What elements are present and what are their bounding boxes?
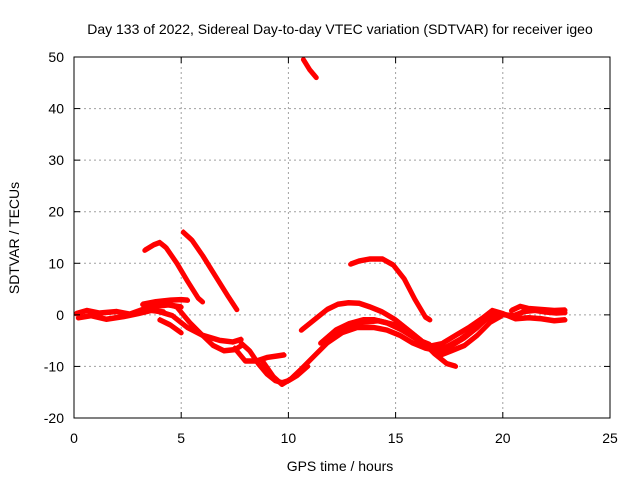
series-layer xyxy=(73,56,568,387)
x-tick-label: 20 xyxy=(495,430,511,446)
series-line-shadow-arc-peak-11 xyxy=(349,256,431,319)
series-line-shadow-arc-low-plateau xyxy=(233,345,286,361)
series-line-arc-descend-to-minus-5 xyxy=(153,308,244,345)
series-line-shadow-arc-peak-14 xyxy=(143,239,204,301)
axis-ticks xyxy=(73,56,611,419)
series-line-shadow-arc-short-low xyxy=(158,317,183,332)
y-tick-label: -20 xyxy=(44,410,64,426)
series-line-arc-flat-near-3 xyxy=(140,297,191,307)
series-line-arc-hump-upper xyxy=(298,300,459,369)
series-line-shadow-arc-hump-upper xyxy=(300,300,457,366)
series-line-shadow-arc-peak-16 xyxy=(182,229,238,309)
x-tick-label: 15 xyxy=(388,430,404,446)
x-tick-label: 25 xyxy=(602,430,618,446)
y-tick-label: 40 xyxy=(48,101,64,117)
x-tick-label: 10 xyxy=(281,430,297,446)
y-tick-label: 0 xyxy=(56,307,64,323)
series-line-arc-peak-14 xyxy=(142,240,206,305)
series-line-shadow-arc-near-zero-morning-b xyxy=(77,307,165,319)
series-line-shadow-arc-flat-near-3 xyxy=(141,296,189,304)
series-line-arc-main-hump xyxy=(260,312,501,387)
series-line-arc-peak-16 xyxy=(180,229,240,313)
series-line-arc-evening-lower xyxy=(436,313,504,359)
series-line-shadow-arc-hump-mid-b xyxy=(330,318,444,346)
y-tick-label: -10 xyxy=(44,358,64,374)
y-tick-label: 50 xyxy=(48,49,64,65)
series-line-arc-evening-b-top xyxy=(508,304,568,314)
series-line-shadow-arc-evening-lower xyxy=(437,313,502,356)
series-line-arc-peak-11 xyxy=(348,256,433,323)
x-tick-label: 5 xyxy=(177,430,185,446)
series-line-shadow-arc-peak-48 xyxy=(302,56,318,77)
x-tick-label: 0 xyxy=(70,430,78,446)
series-line-arc-evening-rise-b xyxy=(440,308,568,346)
series-line-shadow-arc-descend-to-minus-5 xyxy=(154,307,243,342)
y-tick-label: 30 xyxy=(48,152,64,168)
series-line-shadow-arc-evening-rise-b xyxy=(441,307,566,343)
series-line-arc-peak-48 xyxy=(300,57,319,81)
series-line-arc-hump-mid-b xyxy=(328,318,446,350)
plot-frame xyxy=(73,56,611,419)
y-tick-labels: -20 -10 0 10 20 30 40 50 xyxy=(44,49,64,426)
y-tick-label: 20 xyxy=(48,204,64,220)
y-axis-label: SDTVAR / TECUs xyxy=(6,182,22,294)
grid xyxy=(74,57,610,418)
series-line-arc-short-low xyxy=(157,317,184,336)
series-line-arc-near-zero-morning-b xyxy=(75,308,167,322)
x-tick-labels: 0 5 10 15 20 25 xyxy=(70,430,618,446)
series-line-shadow-arc-evening-b-top xyxy=(510,303,566,310)
chart-title: Day 133 of 2022, Sidereal Day-to-day VTE… xyxy=(87,21,593,37)
y-tick-label: 10 xyxy=(48,255,64,271)
x-axis-label: GPS time / hours xyxy=(287,458,394,474)
